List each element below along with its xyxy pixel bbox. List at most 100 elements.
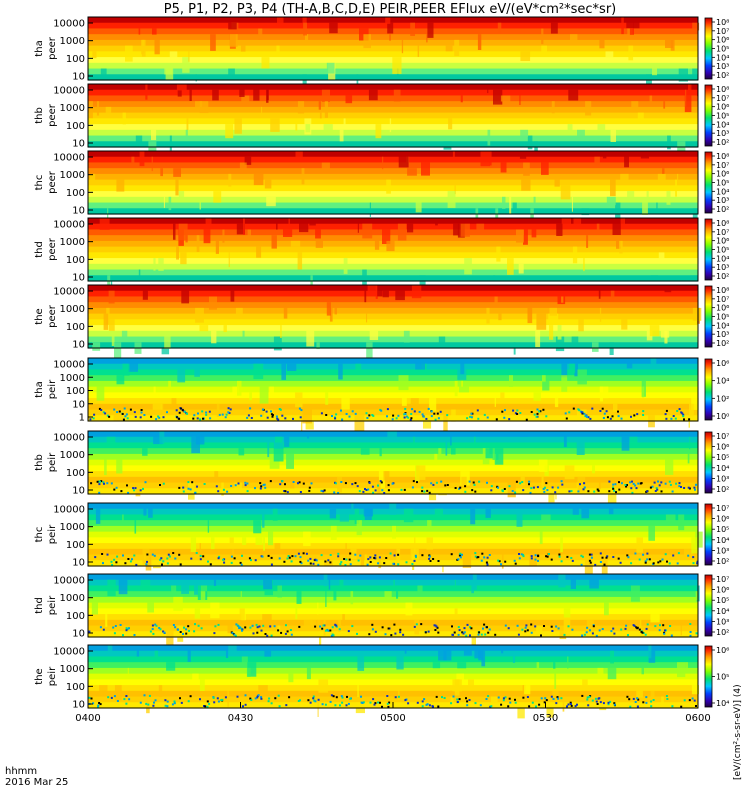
y-tick-label: 100	[66, 255, 85, 266]
colorbar-tick-label: 10⁵	[716, 673, 729, 682]
panel-probe-label: thd	[34, 597, 45, 614]
y-tick-label: 100	[66, 468, 85, 479]
y-tick-label: 10000	[53, 505, 85, 516]
colorbar-tick-label: 10⁶	[716, 170, 729, 179]
colorbar	[704, 431, 713, 494]
colorbar-tick-label: 10⁶	[716, 304, 729, 313]
colorbar-tick-label: 10⁸	[716, 286, 729, 295]
spectrogram-panel-tha-peir: 1 10 100 1000 10000 tha peir 10⁰ 10² 10⁴ 10⁶	[34, 357, 729, 432]
x-tick-label: 0530	[533, 713, 558, 724]
colorbar-tick-label: 10³	[716, 546, 729, 555]
colorbar-tick-label: 10⁴	[716, 53, 729, 62]
y-tick-label: 10000	[53, 19, 85, 30]
colorbar-tick-label: 10⁸	[716, 85, 729, 94]
colorbar-tick-label: 10⁵	[716, 179, 729, 188]
colorbar-tick-label: 10⁵	[716, 525, 729, 534]
y-tick-label: 10	[72, 558, 85, 569]
colorbar	[704, 285, 713, 348]
colorbar-tick-label: 10²	[716, 71, 729, 80]
y-tick-label: 100	[66, 540, 85, 551]
panel-probe-label: tha	[34, 381, 45, 397]
y-tick-label: 10000	[53, 360, 85, 371]
y-tick-label: 10	[72, 139, 85, 150]
colorbar-tick-label: 10⁶	[716, 646, 729, 655]
panel-species-label: peer	[47, 304, 58, 328]
colorbar-tick-label: 10⁴	[716, 464, 729, 473]
colorbar-tick-label: 10⁸	[716, 152, 729, 161]
colorbar-tick-label: 10⁶	[716, 359, 729, 368]
y-tick-label: 10	[72, 486, 85, 497]
panel-probe-label: thb	[34, 107, 45, 124]
colorbar-tick-label: 10⁶	[716, 103, 729, 112]
spectrogram-panel-the-peir: 10 100 1000 10000 the peir 10⁴ 10⁵ 10⁶	[34, 644, 729, 719]
y-tick-label: 10	[72, 629, 85, 640]
y-tick-label: 100	[66, 121, 85, 132]
colorbar-tick-label: 10⁴	[716, 699, 729, 708]
colorbar-tick-label: 10²	[716, 394, 729, 403]
panel-species-label: peir	[47, 379, 58, 399]
colorbar-tick-label: 10⁷	[716, 432, 729, 441]
colorbar	[704, 84, 713, 147]
colorbar-tick-label: 10³	[716, 129, 729, 138]
y-tick-label: 1000	[60, 103, 85, 114]
panel-probe-label: thc	[34, 527, 45, 543]
panel-species-label: peer	[47, 36, 58, 60]
y-tick-label: 10	[72, 340, 85, 351]
y-tick-label: 1000	[60, 664, 85, 675]
y-tick-label: 1000	[60, 36, 85, 47]
panel-species-label: peir	[47, 452, 58, 472]
y-tick-label: 10	[72, 700, 85, 711]
y-tick-label: 1000	[60, 373, 85, 384]
y-tick-label: 1000	[60, 170, 85, 181]
colorbar-tick-label: 10⁵	[716, 246, 729, 255]
y-tick-label: 10000	[53, 576, 85, 587]
y-tick-label: 1000	[60, 450, 85, 461]
colorbar-tick-label: 10⁷	[716, 228, 729, 237]
x-tick-label: 0430	[228, 713, 253, 724]
y-tick-label: 10	[72, 206, 85, 217]
colorbar-tick-label: 10⁷	[716, 161, 729, 170]
colorbar-tick-label: 10⁵	[716, 45, 729, 54]
colorbar-tick-label: 10²	[716, 628, 729, 637]
y-tick-label: 10	[72, 72, 85, 83]
y-tick-label: 100	[66, 322, 85, 333]
panel-probe-label: thc	[34, 175, 45, 191]
y-tick-label: 10000	[53, 86, 85, 97]
panel-probe-label: the	[34, 668, 45, 684]
panel-species-label: peir	[47, 666, 58, 686]
colorbar	[704, 218, 713, 281]
y-tick-label: 100	[66, 188, 85, 199]
y-tick-label: 1	[79, 413, 85, 424]
y-tick-label: 1000	[60, 304, 85, 315]
panel-probe-label: the	[34, 308, 45, 324]
colorbar-unit-label: [eV/(cm²-s-sr-eV)] (4)	[733, 684, 743, 780]
colorbar-tick-label: 10⁵	[716, 453, 729, 462]
y-tick-label: 10000	[53, 220, 85, 231]
colorbar	[704, 151, 713, 214]
x-tick-label: 0600	[685, 713, 710, 724]
colorbar-tick-label: 10⁴	[716, 607, 729, 616]
colorbar-tick-label: 10²	[716, 272, 729, 281]
chart-title: P5, P1, P2, P3, P4 (TH-A,B,C,D,E) PEIR,P…	[163, 2, 617, 17]
colorbar-tick-label: 10²	[716, 485, 729, 494]
colorbar-tick-label: 10³	[716, 474, 729, 483]
panel-probe-label: tha	[34, 40, 45, 56]
panel-probe-label: thb	[34, 454, 45, 471]
y-tick-label: 1000	[60, 522, 85, 533]
colorbar-tick-label: 10⁰	[716, 412, 729, 421]
colorbar-tick-label: 10⁸	[716, 18, 729, 27]
colorbar-tick-label: 10³	[716, 330, 729, 339]
colorbar-tick-label: 10³	[716, 617, 729, 626]
colorbar-tick-label: 10⁶	[716, 443, 729, 452]
colorbar-tick-label: 10²	[716, 205, 729, 214]
colorbar	[704, 503, 713, 566]
y-tick-label: 100	[66, 386, 85, 397]
spectrogram-panel-tha-peer: 10 100 1000 10000 tha peer 10²10³10⁴10⁵10⁶10⁷1…	[34, 16, 729, 90]
